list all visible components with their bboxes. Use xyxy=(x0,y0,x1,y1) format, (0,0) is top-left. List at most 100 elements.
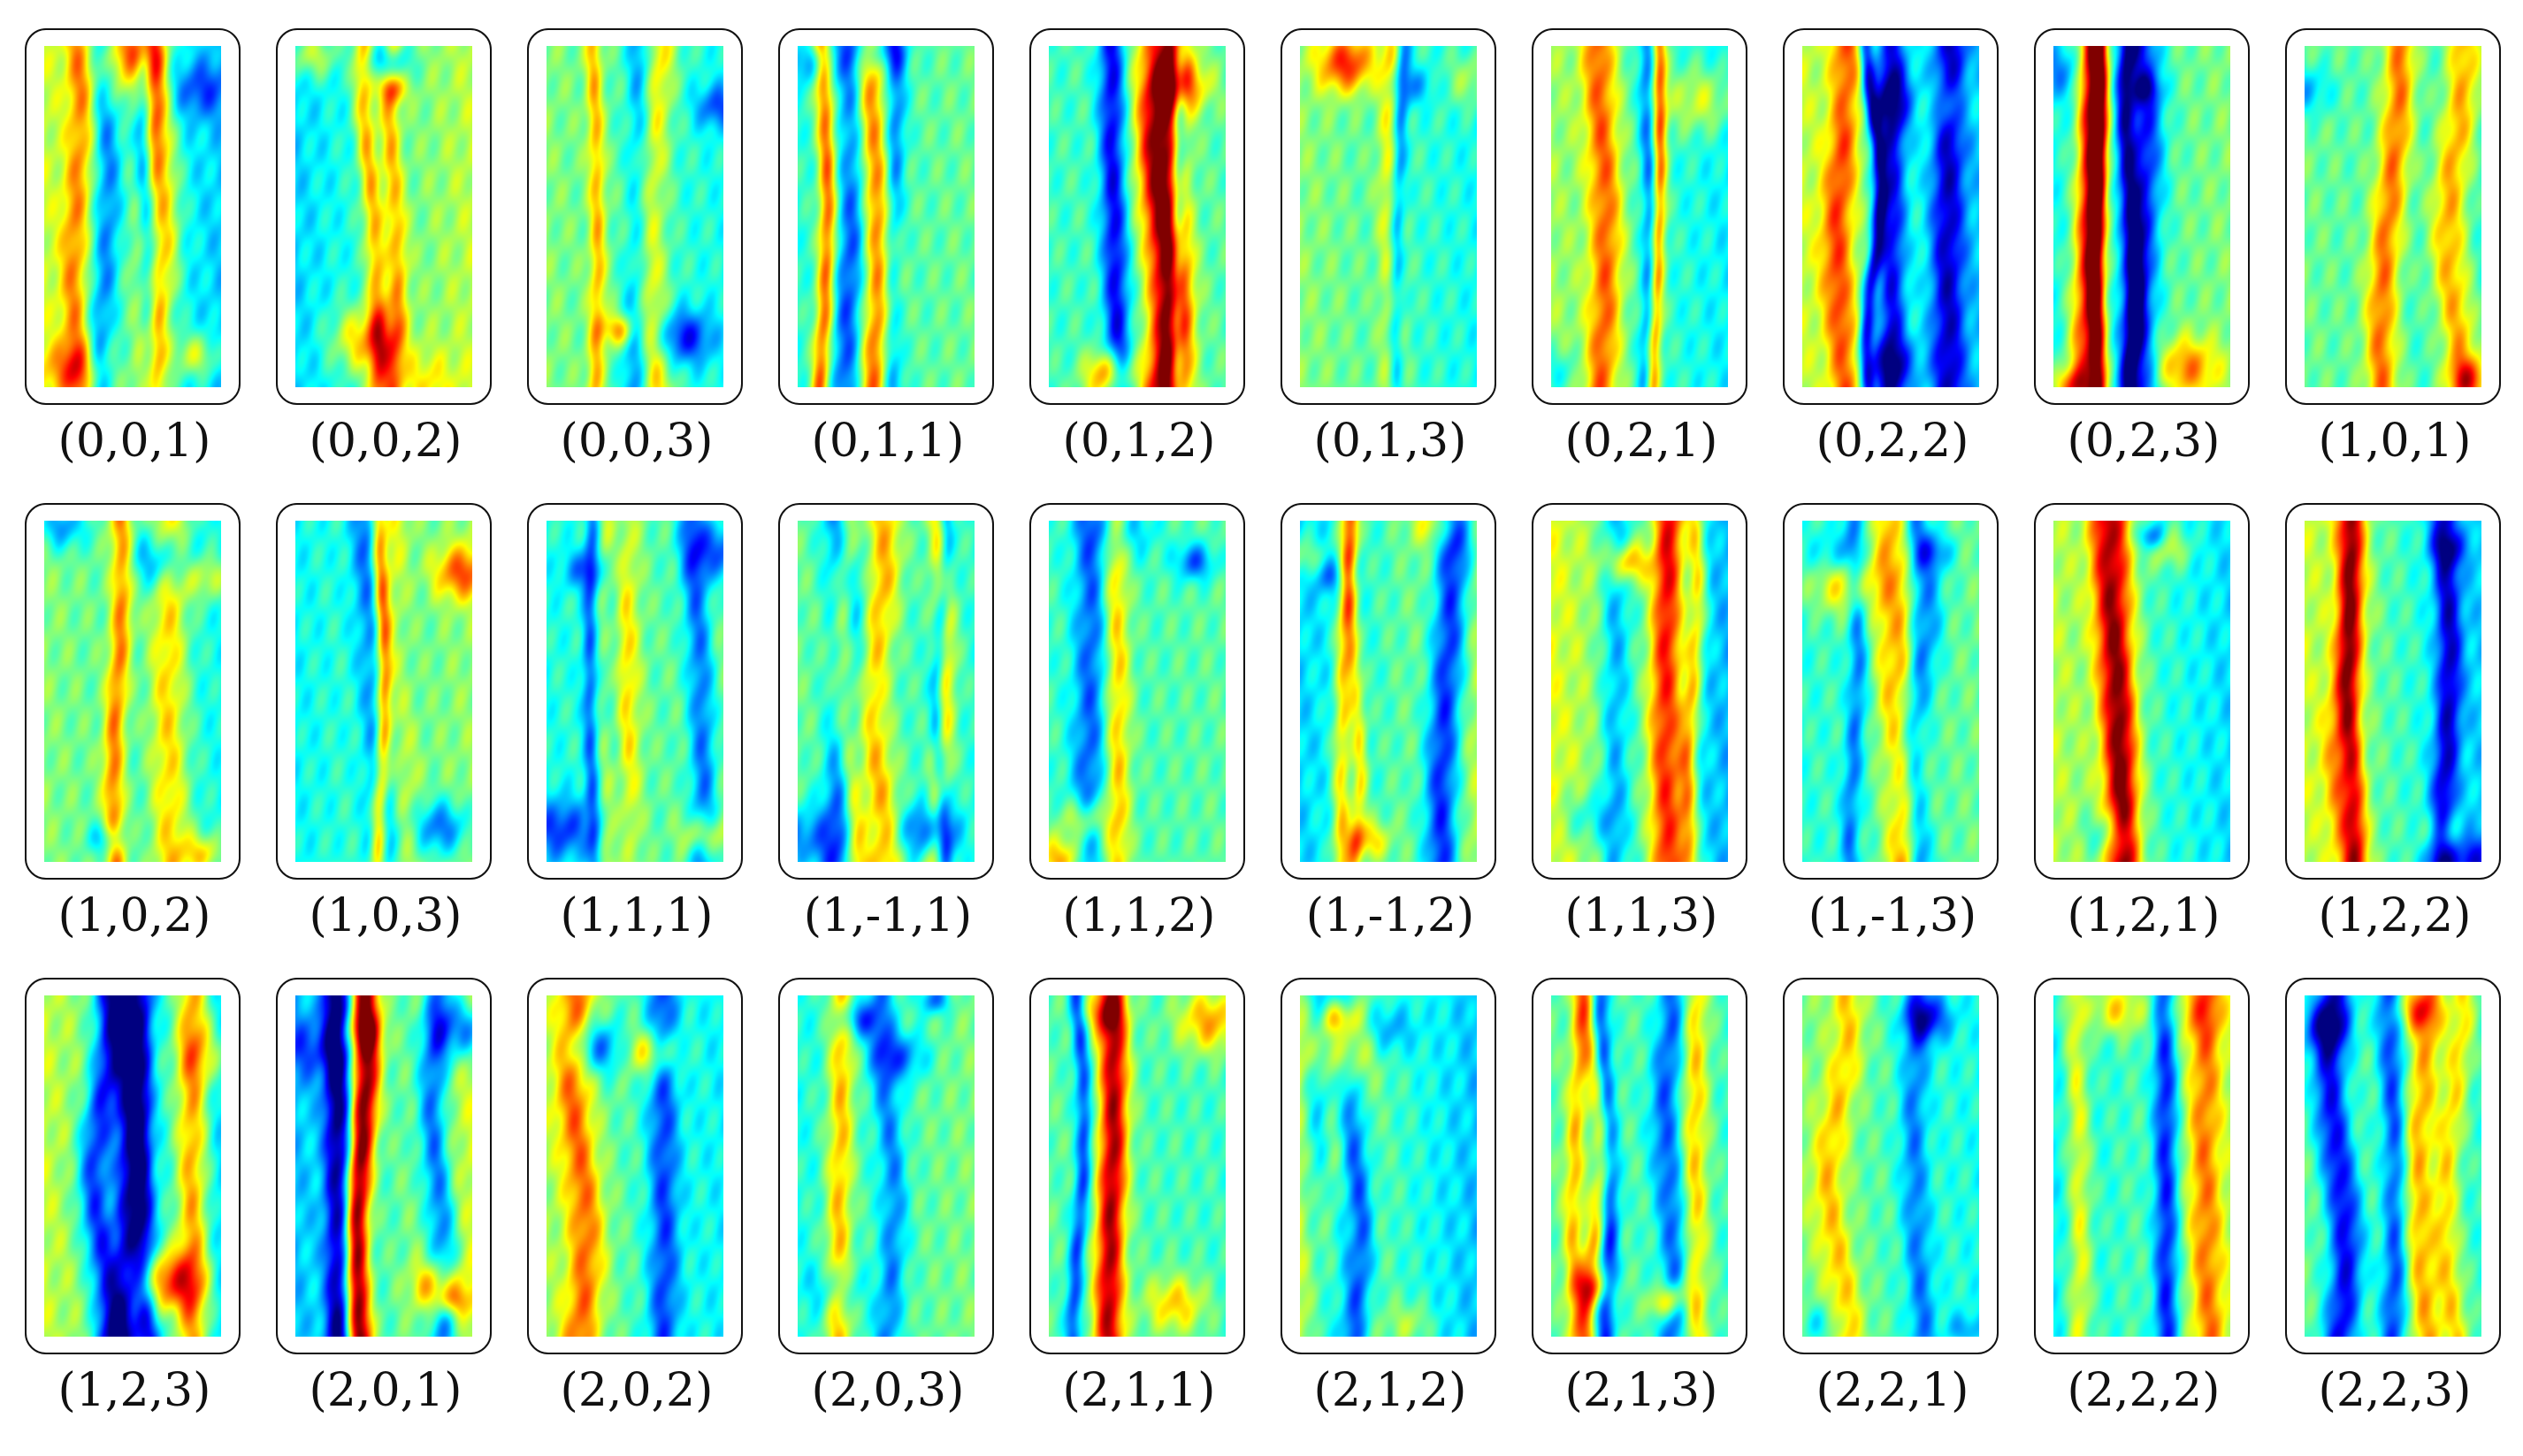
panel-label: (0,0,3) xyxy=(560,415,714,468)
heatmap-frame xyxy=(1532,503,1747,880)
panel-label: (1,1,1) xyxy=(560,889,714,942)
heatmap-grid: (0,0,1) (0,0,2) (0,0,3) (0,1,1) (0,1,2) (0,1,… xyxy=(25,25,2510,1448)
panel-label: (1,-1,2) xyxy=(1305,889,1475,942)
heatmap-image xyxy=(295,995,472,1337)
heatmap-frame xyxy=(527,503,743,880)
heatmap-image xyxy=(2305,46,2481,387)
panel-label: (2,2,1) xyxy=(1816,1364,1969,1417)
panel: (0,2,2) xyxy=(1783,25,2002,499)
panel-label: (0,1,1) xyxy=(811,415,965,468)
panel-label: (0,1,3) xyxy=(1313,415,1467,468)
panel: (2,1,1) xyxy=(1029,974,1249,1449)
panel: (1,1,2) xyxy=(1029,499,1249,974)
heatmap-frame xyxy=(778,978,994,1354)
heatmap-frame xyxy=(2034,503,2250,880)
heatmap-image xyxy=(798,521,975,862)
heatmap-frame xyxy=(527,28,743,405)
panel-label: (1,0,2) xyxy=(57,889,211,942)
panel: (0,0,1) xyxy=(25,25,244,499)
heatmap-frame xyxy=(778,28,994,405)
panel: (0,2,3) xyxy=(2034,25,2253,499)
panel: (1,-1,1) xyxy=(778,499,998,974)
heatmap-image xyxy=(2053,521,2230,862)
panel-label: (2,2,2) xyxy=(2067,1364,2221,1417)
heatmap-image xyxy=(1802,521,1979,862)
panel: (0,1,1) xyxy=(778,25,998,499)
heatmap-image xyxy=(1049,995,1226,1337)
panel-label: (2,0,1) xyxy=(309,1364,463,1417)
panel: (2,0,3) xyxy=(778,974,998,1449)
heatmap-image xyxy=(547,46,723,387)
heatmap-frame xyxy=(2034,28,2250,405)
heatmap-frame xyxy=(1281,503,1496,880)
panel-label: (2,1,3) xyxy=(1564,1364,1718,1417)
panel: (1,2,1) xyxy=(2034,499,2253,974)
heatmap-frame xyxy=(25,503,241,880)
panel: (0,2,1) xyxy=(1532,25,1751,499)
panel-label: (2,0,2) xyxy=(560,1364,714,1417)
panel-label: (0,1,2) xyxy=(1062,415,1216,468)
panel: (2,2,2) xyxy=(2034,974,2253,1449)
panel: (1,1,3) xyxy=(1532,499,1751,974)
panel: (2,0,2) xyxy=(527,974,746,1449)
panel: (0,1,2) xyxy=(1029,25,1249,499)
heatmap-frame xyxy=(276,28,492,405)
heatmap-frame xyxy=(527,978,743,1354)
panel: (1,-1,2) xyxy=(1281,499,1500,974)
heatmap-image xyxy=(295,521,472,862)
heatmap-frame xyxy=(1029,503,1245,880)
panel-label: (0,0,1) xyxy=(57,415,211,468)
heatmap-frame xyxy=(1783,503,1999,880)
heatmap-image xyxy=(1300,521,1477,862)
heatmap-frame xyxy=(1783,28,1999,405)
panel: (1,1,1) xyxy=(527,499,746,974)
panel-label: (2,1,1) xyxy=(1062,1364,1216,1417)
panel: (0,0,2) xyxy=(276,25,495,499)
heatmap-image xyxy=(1551,46,1728,387)
heatmap-image xyxy=(44,995,221,1337)
heatmap-image xyxy=(798,995,975,1337)
panel: (2,0,1) xyxy=(276,974,495,1449)
heatmap-frame xyxy=(2285,28,2501,405)
panel-label: (1,0,1) xyxy=(2318,415,2472,468)
heatmap-frame xyxy=(1532,28,1747,405)
panel: (2,1,2) xyxy=(1281,974,1500,1449)
panel-label: (1,2,2) xyxy=(2318,889,2472,942)
heatmap-frame xyxy=(1029,978,1245,1354)
panel-label: (0,2,3) xyxy=(2067,415,2221,468)
panel-label: (1,-1,1) xyxy=(803,889,973,942)
panel: (1,-1,3) xyxy=(1783,499,2002,974)
panel: (1,0,1) xyxy=(2285,25,2504,499)
panel: (1,0,3) xyxy=(276,499,495,974)
panel-label: (1,2,1) xyxy=(2067,889,2221,942)
heatmap-image xyxy=(2305,521,2481,862)
panel-label: (1,1,3) xyxy=(1564,889,1718,942)
heatmap-frame xyxy=(276,503,492,880)
heatmap-image xyxy=(1802,46,1979,387)
panel-label: (0,0,2) xyxy=(309,415,463,468)
heatmap-frame xyxy=(2034,978,2250,1354)
heatmap-frame xyxy=(2285,503,2501,880)
panel-label: (0,2,1) xyxy=(1564,415,1718,468)
heatmap-image xyxy=(44,46,221,387)
heatmap-frame xyxy=(276,978,492,1354)
heatmap-image xyxy=(547,995,723,1337)
heatmap-frame xyxy=(1029,28,1245,405)
panel: (0,0,3) xyxy=(527,25,746,499)
heatmap-image xyxy=(1300,46,1477,387)
heatmap-image xyxy=(2053,46,2230,387)
heatmap-image xyxy=(44,521,221,862)
panel-label: (2,2,3) xyxy=(2318,1364,2472,1417)
heatmap-image xyxy=(2053,995,2230,1337)
heatmap-image xyxy=(2305,995,2481,1337)
heatmap-frame xyxy=(1281,978,1496,1354)
panel-label: (0,2,2) xyxy=(1816,415,1969,468)
panel: (2,2,3) xyxy=(2285,974,2504,1449)
heatmap-image xyxy=(1802,995,1979,1337)
panel-label: (1,1,2) xyxy=(1062,889,1216,942)
panel-label: (1,0,3) xyxy=(309,889,463,942)
heatmap-image xyxy=(1049,521,1226,862)
heatmap-frame xyxy=(1783,978,1999,1354)
heatmap-image xyxy=(798,46,975,387)
panel: (0,1,3) xyxy=(1281,25,1500,499)
